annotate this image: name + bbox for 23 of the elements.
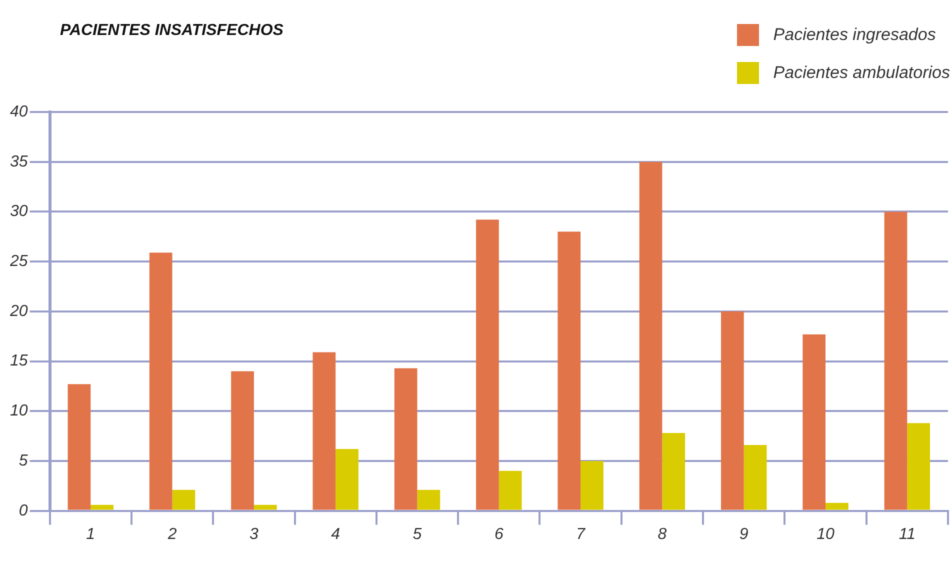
x-tick-label: 2 bbox=[166, 526, 177, 543]
y-tick-label: 0 bbox=[18, 502, 28, 520]
x-tick-label: 1 bbox=[86, 526, 96, 543]
x-tick-label: 11 bbox=[898, 526, 916, 543]
x-tick-label: 3 bbox=[249, 526, 258, 543]
y-tick-label: 30 bbox=[10, 203, 28, 220]
x-tick-label: 7 bbox=[576, 526, 586, 543]
y-tick-label: 15 bbox=[10, 352, 28, 370]
y-tick-label: 5 bbox=[18, 452, 28, 470]
chart-title: PACIENTES INSATISFECHOS bbox=[60, 22, 284, 40]
y-tick-label: 25 bbox=[9, 253, 28, 270]
y-tick-label: 35 bbox=[10, 153, 28, 170]
x-tick-label: 9 bbox=[739, 526, 748, 543]
x-tick-label: 10 bbox=[816, 526, 835, 543]
x-tick-label: 8 bbox=[658, 526, 667, 543]
x-tick-label: 5 bbox=[412, 526, 422, 543]
y-tick-label: 40 bbox=[10, 103, 28, 120]
legend-label: Pacientes ingresados bbox=[773, 25, 936, 45]
x-tick-label: 6 bbox=[494, 526, 504, 543]
legend-label: Pacientes ambulatorios bbox=[773, 63, 950, 83]
x-tick-label: 4 bbox=[331, 526, 340, 543]
y-tick-label: 20 bbox=[9, 302, 28, 320]
y-tick-label: 10 bbox=[10, 402, 28, 420]
